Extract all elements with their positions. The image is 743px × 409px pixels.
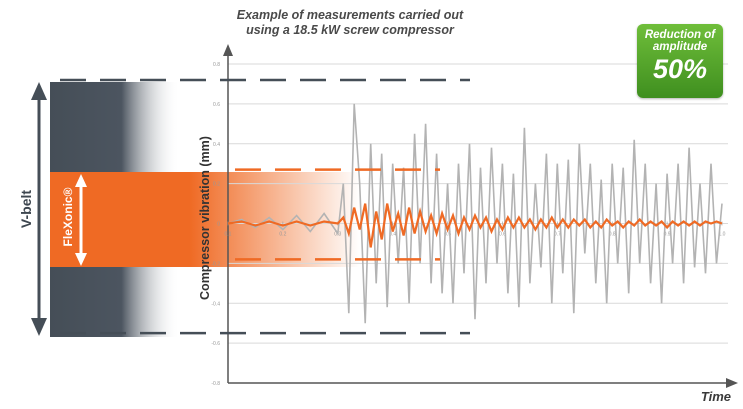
y-tick-labels: 0.8 0.6 0.4 0.2 0 -0.2 -0.4 -0.6 -0.8 <box>211 62 220 387</box>
y-tick-label: 0.4 <box>213 142 220 148</box>
vbelt-label: V-belt <box>18 189 34 229</box>
y-tick-label: 0.6 <box>213 102 220 108</box>
y-tick-label: 0.2 <box>213 182 220 188</box>
x-tick-label: 0.9 <box>664 232 671 238</box>
caption-line-2: using a 18.5 kW screw compressor <box>246 23 454 37</box>
x-tick-label: 0.4 <box>389 232 396 238</box>
x-tick-label: 0.7 <box>554 232 561 238</box>
badge-line-1: Reduction of <box>644 29 716 41</box>
chart-caption: Example of measurements carried out usin… <box>200 8 500 38</box>
vbelt-amplitude-arrow <box>31 82 47 336</box>
x-tick-label: 0.6 <box>499 232 506 238</box>
flexonic-amplitude-arrow <box>75 174 87 266</box>
x-axis-label: Time <box>700 389 731 404</box>
x-tick-label: 0.1 <box>225 232 232 238</box>
x-tick-label: 1.0 <box>719 232 726 238</box>
y-tick-label: -0.8 <box>211 381 220 387</box>
y-tick-label: 0 <box>217 222 220 228</box>
amplitude-envelopes <box>60 78 470 335</box>
y-axis-label: Compressor vibration (mm) <box>198 136 212 300</box>
caption-line-1: Example of measurements carried out <box>236 8 464 22</box>
y-tick-label: -0.2 <box>211 261 220 267</box>
y-axis-arrow <box>223 44 233 56</box>
badge-value: 50% <box>652 54 708 84</box>
flexonic-band <box>50 172 360 267</box>
y-tick-label: -0.4 <box>211 301 220 307</box>
flexonic-signal-line <box>227 203 723 248</box>
badge-line-2: amplitude <box>652 41 708 53</box>
reduction-badge: Reduction of amplitude 50% <box>637 24 723 98</box>
flexonic-label: FleXonic® <box>61 187 75 247</box>
x-tick-label: 0.8 <box>609 232 616 238</box>
x-tick-label: 0.5 <box>444 232 451 238</box>
x-axis-arrow <box>726 378 738 388</box>
vbelt-signal-line <box>227 103 723 324</box>
x-tick-label: 0.2 <box>279 232 286 238</box>
y-tick-label: -0.6 <box>211 341 220 347</box>
y-tick-label: 0.8 <box>213 62 220 68</box>
